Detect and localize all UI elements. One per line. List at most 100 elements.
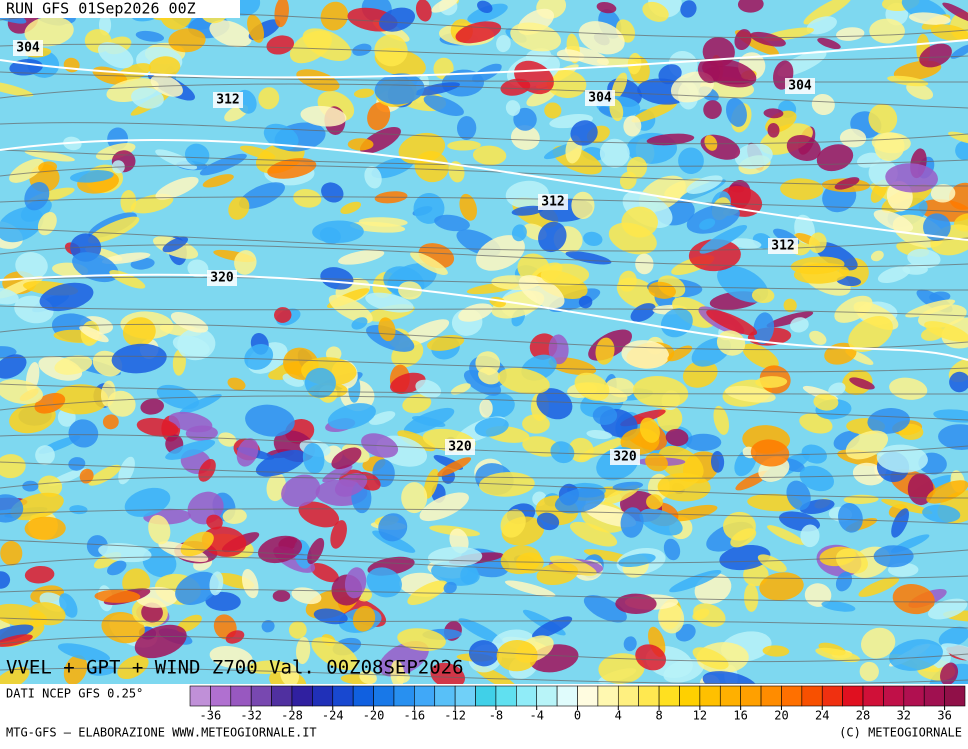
field-blob [496,639,538,672]
field-blob [906,82,934,100]
field-blob [0,81,34,97]
field-blob [338,249,385,265]
wind-streamline [0,83,968,109]
field-blob [923,213,951,241]
field-blob [187,259,209,278]
field-blob [296,69,340,92]
field-blob [0,571,11,589]
field-blob [949,371,968,393]
field-blob [320,267,354,290]
field-blob [817,37,841,50]
field-blob [68,419,99,448]
colorbar-box [332,685,354,707]
field-blob [734,29,752,51]
field-blob [101,252,151,265]
field-blob [550,441,575,464]
field-blob [620,507,644,538]
field-blob [511,224,527,242]
field-blob [467,3,508,23]
field-blob [599,138,630,168]
field-blob [815,647,861,663]
contour-label: 304 [16,41,40,56]
contour-label-bg [585,90,615,106]
field-blob [686,175,723,194]
field-blob [364,166,382,189]
field-blob [63,654,88,684]
field-blob [241,569,259,599]
field-blob [759,572,804,601]
field-blob [639,508,683,536]
field-blob [793,262,850,284]
field-blob [496,35,511,53]
field-blob [437,457,472,477]
geopotential-contour [0,139,968,241]
field-blob [815,241,858,271]
field-blob [834,295,873,323]
colorbar-box [250,685,272,707]
field-blob [908,12,951,25]
colorbar-tick-label: -12 [444,709,466,723]
field-blob [836,27,865,41]
wind-streamline [0,395,968,421]
field-blob [413,193,445,224]
field-blob [474,417,509,437]
colorbar-tick-label: -16 [403,709,425,723]
field-blob [450,383,471,395]
field-blob [678,147,704,175]
field-blob [24,516,66,540]
field-blob [706,309,758,336]
contour-label-bg [768,238,798,254]
field-blob [726,97,747,127]
field-blob [238,182,285,209]
field-blob [358,217,408,227]
field-blob [222,508,247,524]
field-blob [734,143,773,169]
field-blob [304,367,336,398]
colorbar-box [679,685,701,707]
contour-label: 312 [771,239,794,254]
field-blob [263,123,299,150]
field-blob [806,16,837,35]
field-blob [311,637,359,671]
field-blob [800,524,820,548]
field-blob [247,14,265,43]
field-blob [744,583,759,612]
field-blob [24,182,50,211]
field-blob [548,334,569,365]
field-blob [859,661,879,682]
field-blob [626,156,647,179]
colorbar-box [821,685,843,707]
colorbar-box [699,685,721,707]
field-blob [858,577,900,597]
field-blob [34,392,66,414]
field-blob [835,548,868,574]
field-blob [887,75,929,87]
field-blob [672,296,716,328]
contour-label-bg [610,449,640,465]
field-blob [799,413,833,434]
field-blob [808,232,827,254]
field-blob [274,0,289,28]
field-blob [828,382,846,396]
field-blob [459,193,477,221]
colorbar-box [617,685,639,707]
field-blob [767,525,805,545]
field-blob [730,238,762,249]
field-blob [448,161,465,183]
field-blob [657,472,711,502]
field-blob [320,1,349,31]
field-blob [101,612,145,644]
field-blob [107,390,136,417]
field-blob [374,73,425,105]
field-blob [583,231,603,246]
field-blob [118,456,135,485]
field-blob [536,512,560,531]
field-blob [834,177,860,190]
field-blob [511,125,540,150]
contour-label-bg [785,78,815,94]
map-title: VVEL + GPT + WIND Z700 Val. 00Z08SEP2026 [6,657,464,679]
field-blob [272,590,291,602]
field-blob [312,220,364,244]
colorbar-box [556,685,578,707]
field-blob [586,429,613,440]
